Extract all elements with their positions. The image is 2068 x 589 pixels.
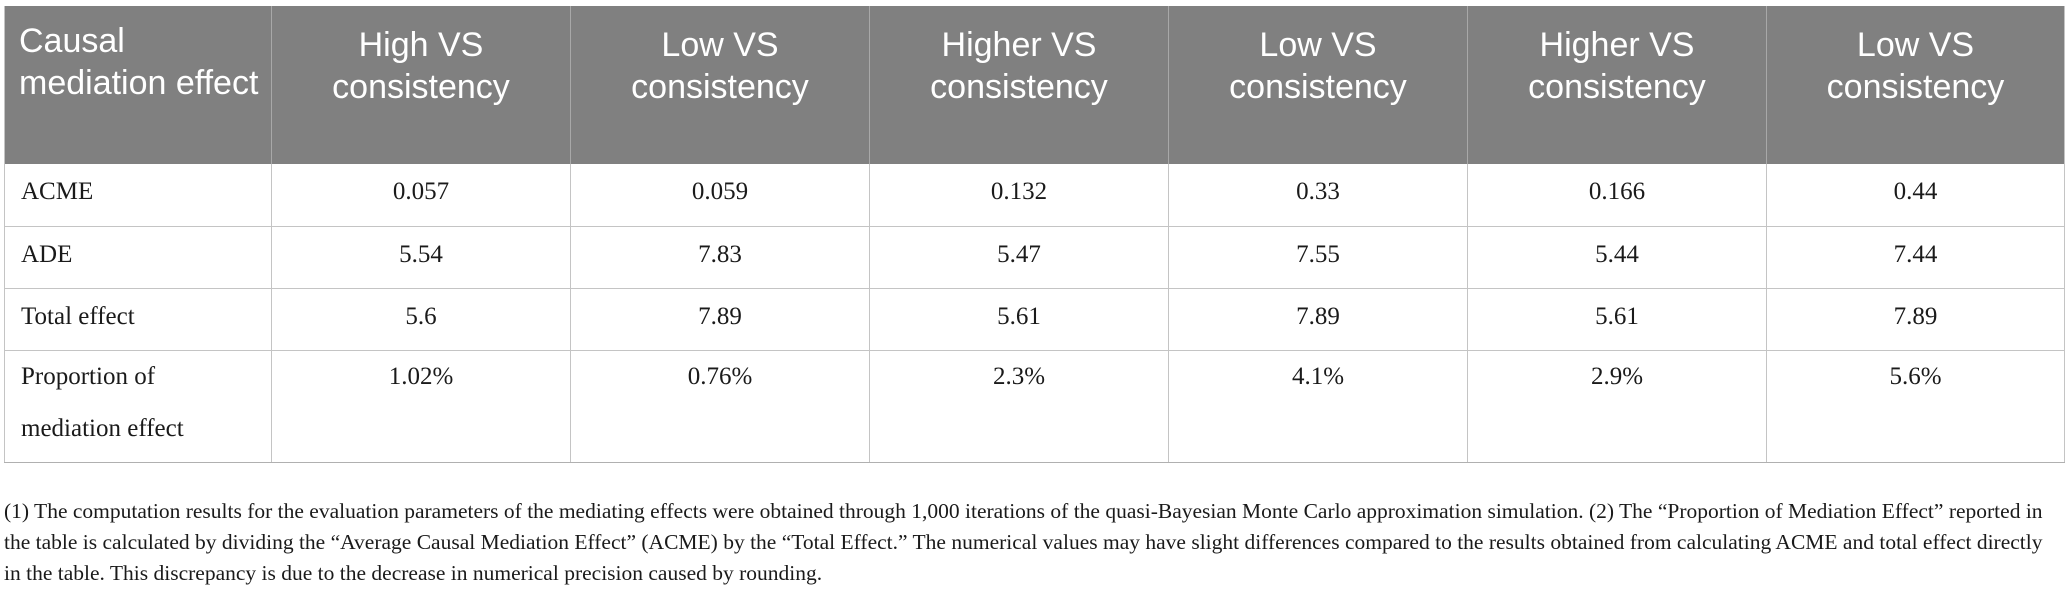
table-cell: 1.02%	[271, 350, 571, 463]
column-header: Low VS consistency	[1168, 6, 1468, 164]
table-cell: 7.89	[570, 288, 870, 351]
row-label: Proportion of mediation effect	[4, 350, 272, 463]
column-header: Higher VS consistency	[1467, 6, 1767, 164]
table-cell: 0.132	[869, 164, 1169, 227]
table-cell: 5.6%	[1766, 350, 2065, 463]
table-cell: 7.89	[1168, 288, 1468, 351]
table-cell: 5.61	[869, 288, 1169, 351]
table-cell: 5.61	[1467, 288, 1767, 351]
table-cell: 7.55	[1168, 226, 1468, 289]
table-row: ACME 0.057 0.059 0.132 0.33 0.166 0.44	[4, 164, 2065, 227]
table-cell: 4.1%	[1168, 350, 1468, 463]
table-cell: 0.44	[1766, 164, 2065, 227]
table-cell: 0.057	[271, 164, 571, 227]
table-cell: 5.6	[271, 288, 571, 351]
table-cell: 0.76%	[570, 350, 870, 463]
mediation-table-container: Causal mediation effect High VS consiste…	[4, 6, 2065, 463]
table-row: ADE 5.54 7.83 5.47 7.55 5.44 7.44	[4, 226, 2065, 289]
row-label: ADE	[4, 226, 272, 289]
table-row: Total effect 5.6 7.89 5.61 7.89 5.61 7.8…	[4, 288, 2065, 351]
table-cell: 7.89	[1766, 288, 2065, 351]
table-cell: 0.059	[570, 164, 870, 227]
row-label: ACME	[4, 164, 272, 227]
table-cell: 2.9%	[1467, 350, 1767, 463]
row-label: Total effect	[4, 288, 272, 351]
table-row: Proportion of mediation effect 1.02% 0.7…	[4, 350, 2065, 463]
table-cell: 7.83	[570, 226, 870, 289]
column-header: Low VS consistency	[1766, 6, 2065, 164]
header-row: Causal mediation effect High VS consiste…	[4, 6, 2065, 164]
table-cell: 5.44	[1467, 226, 1767, 289]
column-header: Causal mediation effect	[4, 6, 272, 164]
table-cell: 5.47	[869, 226, 1169, 289]
table-cell: 7.44	[1766, 226, 2065, 289]
table-cell: 2.3%	[869, 350, 1169, 463]
column-header: High VS consistency	[271, 6, 571, 164]
column-header: Higher VS consistency	[869, 6, 1169, 164]
table-cell: 5.54	[271, 226, 571, 289]
column-header: Low VS consistency	[570, 6, 870, 164]
table-cell: 0.33	[1168, 164, 1468, 227]
table-cell: 0.166	[1467, 164, 1767, 227]
table-footnote: (1) The computation results for the eval…	[4, 498, 2043, 585]
mediation-effect-table: Causal mediation effect High VS consiste…	[4, 6, 2065, 463]
